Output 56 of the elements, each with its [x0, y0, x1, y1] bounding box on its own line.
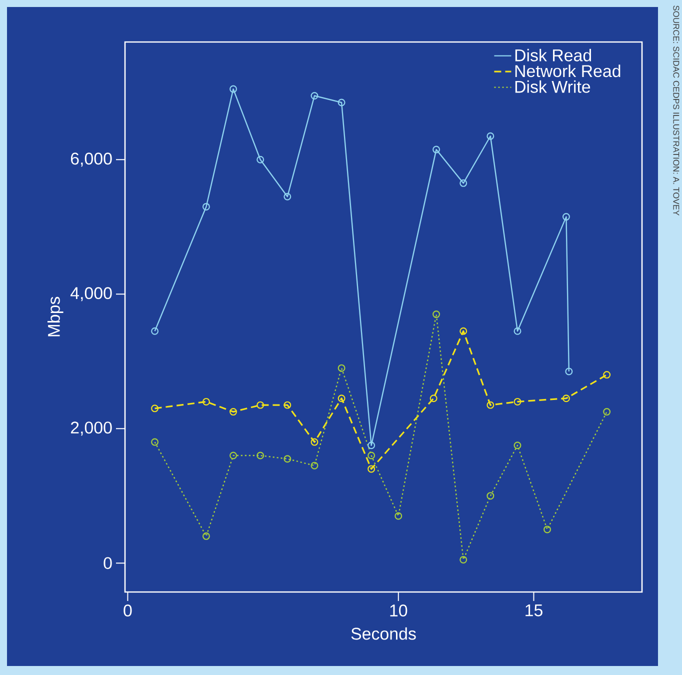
point — [368, 442, 376, 450]
point — [284, 401, 292, 409]
point — [603, 408, 611, 416]
point — [486, 401, 494, 409]
point — [230, 452, 238, 460]
point — [284, 455, 292, 463]
legend-label: Disk Read — [515, 48, 592, 62]
y-tick-label: 6,000 — [70, 152, 112, 167]
y-tick-label: 2,000 — [70, 422, 112, 436]
point — [230, 408, 238, 416]
point — [151, 404, 159, 412]
point — [460, 556, 468, 564]
point — [430, 394, 438, 402]
point — [256, 401, 264, 409]
source-note: SOURCE: SCIDAC CEDPS ILLUSTRATION: A. TOVEY — [673, 6, 680, 216]
point — [310, 462, 318, 470]
point — [486, 132, 494, 140]
point — [544, 526, 552, 534]
legend-label: Network Read — [515, 64, 620, 78]
point — [230, 85, 238, 93]
point — [432, 146, 440, 154]
x-tick-label: 0 — [124, 604, 132, 617]
point — [460, 327, 468, 335]
y-tick-label: 0 — [104, 557, 112, 570]
point — [310, 438, 318, 446]
point — [151, 438, 159, 446]
point — [368, 452, 376, 460]
point — [202, 532, 210, 540]
point — [256, 452, 264, 460]
point — [565, 368, 573, 376]
point — [394, 512, 402, 520]
x-tick-label: 10 — [390, 604, 408, 617]
point — [460, 179, 468, 187]
x-tick-label: 15 — [526, 604, 542, 616]
legend-label: Disk Write — [515, 80, 590, 93]
point — [338, 394, 346, 402]
point — [514, 327, 522, 335]
point — [562, 394, 570, 402]
point — [432, 310, 440, 318]
point — [603, 371, 611, 379]
point — [514, 442, 522, 450]
point — [486, 492, 494, 500]
point — [562, 213, 570, 221]
point — [202, 398, 210, 406]
point — [256, 156, 264, 164]
x-axis-title: Seconds — [351, 627, 416, 640]
point — [284, 192, 292, 200]
point — [151, 327, 159, 335]
point — [338, 98, 346, 106]
point — [310, 92, 318, 100]
y-axis-title: Mbps — [47, 296, 64, 336]
point — [368, 465, 376, 473]
point — [514, 398, 522, 406]
point — [202, 202, 210, 210]
point — [338, 364, 346, 372]
y-tick-label: 4,000 — [70, 287, 112, 302]
